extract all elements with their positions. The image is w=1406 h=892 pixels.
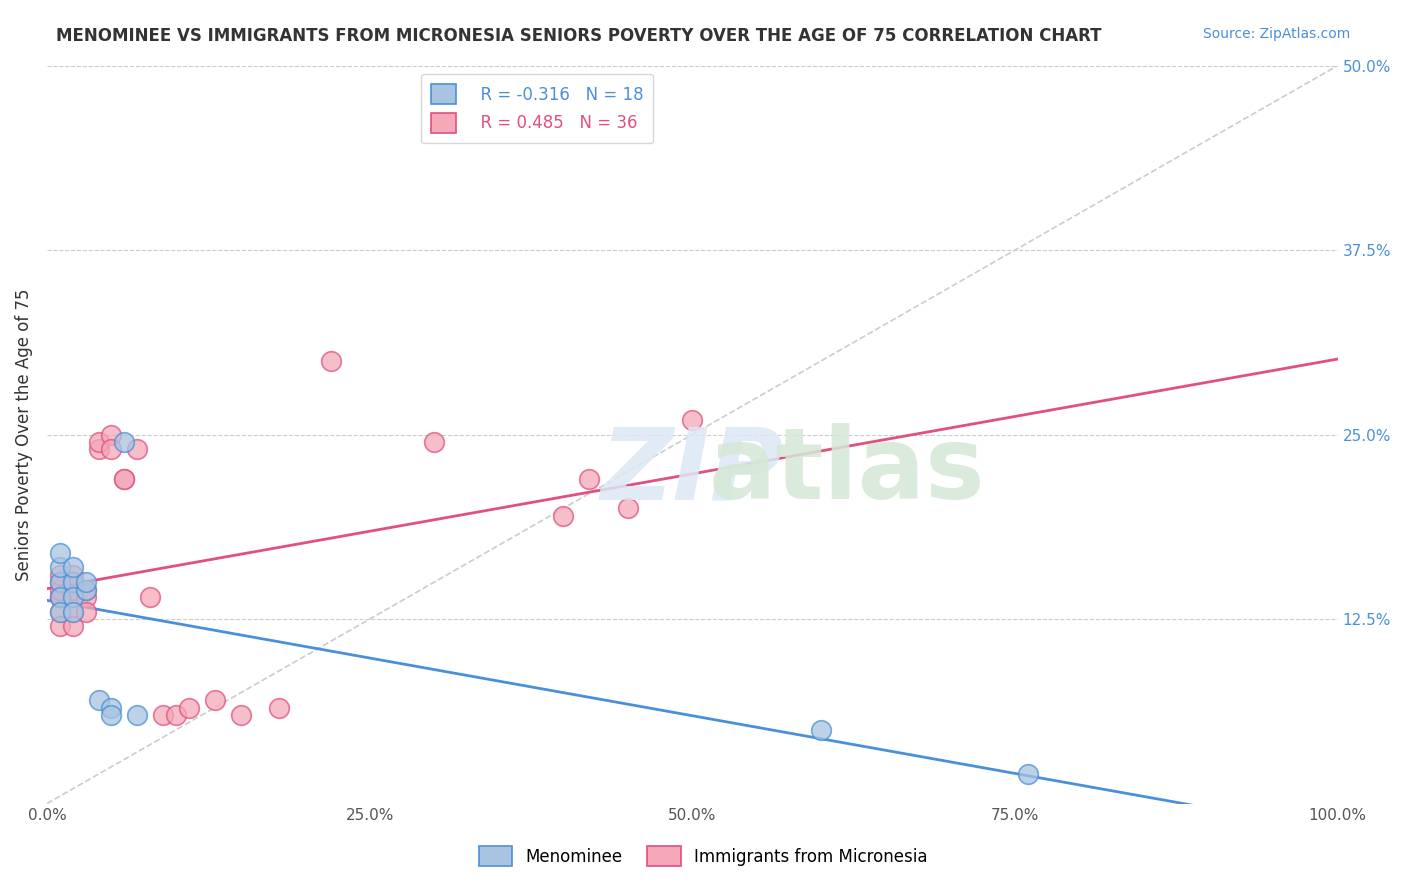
Text: ZIP: ZIP: [600, 423, 783, 520]
Point: [62, 575, 84, 590]
Point: [127, 442, 149, 457]
Point: [75, 590, 97, 604]
Legend:   R = -0.316   N = 18,   R = 0.485   N = 36: R = -0.316 N = 18, R = 0.485 N = 36: [422, 74, 654, 143]
Point: [62, 605, 84, 619]
Point: [75, 575, 97, 590]
Point: [62, 590, 84, 604]
Point: [49, 560, 72, 574]
Point: [229, 708, 252, 723]
Point: [49, 590, 72, 604]
Point: [49, 619, 72, 633]
Point: [616, 501, 638, 516]
Point: [100, 700, 122, 714]
Point: [87, 693, 110, 707]
Point: [578, 472, 600, 486]
Point: [62, 575, 84, 590]
Point: [1017, 767, 1039, 781]
Point: [62, 590, 84, 604]
Point: [204, 693, 226, 707]
Y-axis label: Seniors Poverty Over the Age of 75: Seniors Poverty Over the Age of 75: [15, 288, 32, 581]
Point: [112, 472, 135, 486]
Point: [62, 619, 84, 633]
Point: [681, 413, 703, 427]
Point: [100, 442, 122, 457]
Point: [49, 590, 72, 604]
Point: [62, 582, 84, 597]
Point: [319, 353, 342, 368]
Point: [112, 472, 135, 486]
Point: [49, 605, 72, 619]
Point: [269, 700, 291, 714]
Point: [49, 605, 72, 619]
Point: [49, 582, 72, 597]
Point: [810, 723, 832, 737]
Point: [75, 605, 97, 619]
Point: [62, 560, 84, 574]
Legend: Menominee, Immigrants from Micronesia: Menominee, Immigrants from Micronesia: [470, 838, 936, 875]
Point: [75, 582, 97, 597]
Text: atlas: atlas: [709, 423, 986, 520]
Point: [423, 435, 446, 450]
Point: [62, 605, 84, 619]
Point: [165, 708, 187, 723]
Point: [49, 590, 72, 604]
Point: [139, 590, 162, 604]
Text: MENOMINEE VS IMMIGRANTS FROM MICRONESIA SENIORS POVERTY OVER THE AGE OF 75 CORRE: MENOMINEE VS IMMIGRANTS FROM MICRONESIA …: [56, 27, 1102, 45]
Point: [75, 582, 97, 597]
Point: [49, 546, 72, 560]
Point: [49, 567, 72, 582]
Point: [177, 700, 200, 714]
Point: [100, 708, 122, 723]
Point: [100, 427, 122, 442]
Point: [87, 435, 110, 450]
Point: [127, 708, 149, 723]
Point: [49, 575, 72, 590]
Point: [553, 508, 575, 523]
Point: [112, 435, 135, 450]
Point: [62, 567, 84, 582]
Text: Source: ZipAtlas.com: Source: ZipAtlas.com: [1202, 27, 1350, 41]
Point: [152, 708, 174, 723]
Point: [49, 575, 72, 590]
Point: [87, 442, 110, 457]
